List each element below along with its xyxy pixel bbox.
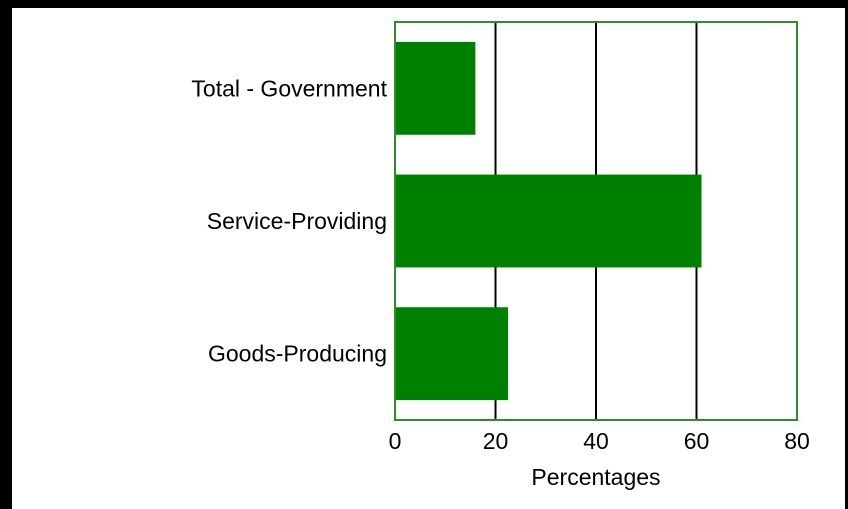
category-labels: Total - Government Service-Providing Goods…	[191, 75, 387, 366]
x-tick-label-60: 60	[684, 428, 710, 454]
x-tick-label-40: 40	[583, 428, 609, 454]
plot-border	[394, 21, 798, 421]
x-axis-title: Percentages	[531, 464, 660, 490]
x-tick-label-0: 0	[389, 428, 402, 454]
bar-goods-producing	[395, 307, 509, 401]
category-label-goods-producing: Goods-Producing	[208, 341, 387, 367]
x-tick-label-80: 80	[784, 428, 810, 454]
category-label-total-government: Total - Government	[191, 75, 387, 101]
x-tick-labels: 0 20 40 60 80	[389, 428, 810, 454]
bars	[395, 41, 702, 401]
x-tick-label-20: 20	[483, 428, 509, 454]
bar-service-providing	[395, 174, 702, 268]
category-label-service-providing: Service-Providing	[207, 208, 387, 234]
bar-total-government	[395, 41, 476, 135]
